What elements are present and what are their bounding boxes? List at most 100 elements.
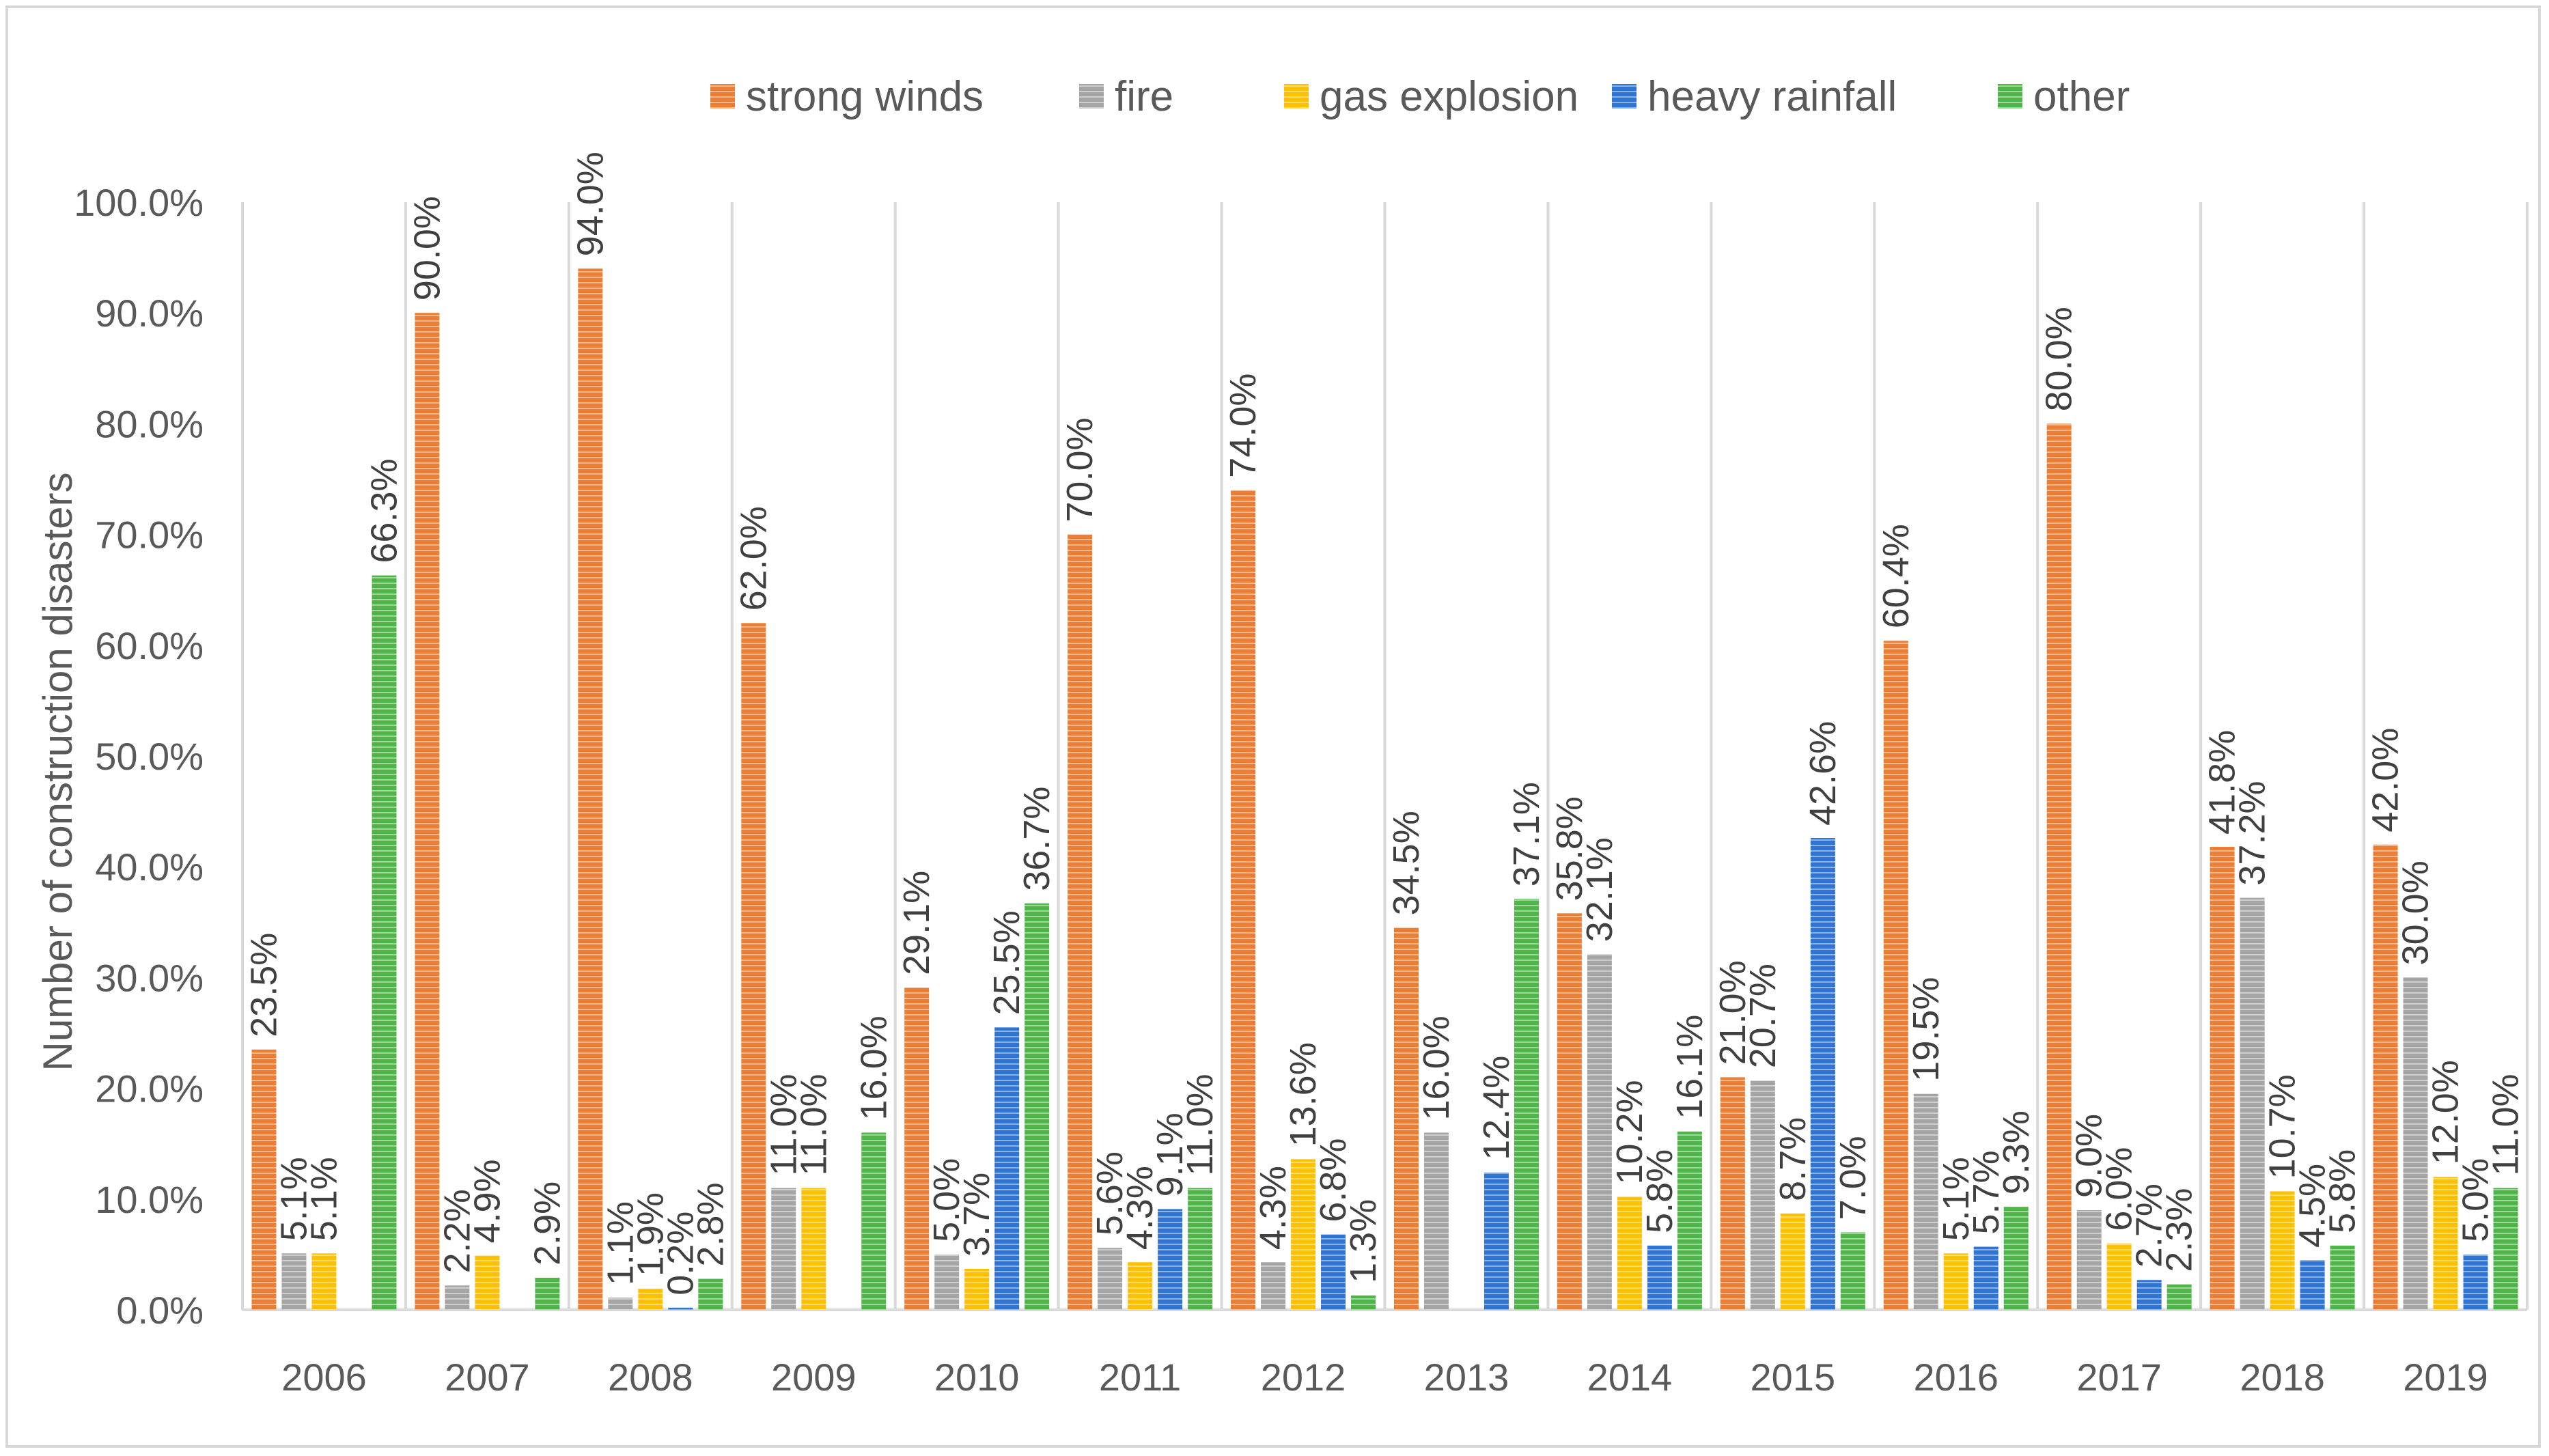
bar-2012-heavy-rainfall xyxy=(1321,1234,1346,1310)
bar-2006-strong-winds xyxy=(251,1049,277,1310)
bar-2019-fire xyxy=(2403,977,2428,1310)
bar-2019-heavy-rainfall xyxy=(2463,1254,2488,1310)
legend-label-fire: fire xyxy=(1115,73,1173,120)
bar-2007-strong-winds xyxy=(415,313,440,1311)
data-label-2018-gas-explosion: 10.7% xyxy=(2262,1074,2303,1179)
data-label-2015-gas-explosion: 8.7% xyxy=(1772,1117,1813,1201)
legend-label-other: other xyxy=(2033,73,2130,120)
data-label-2010-heavy-rainfall: 25.5% xyxy=(986,910,1027,1015)
bar-2014-gas-explosion xyxy=(1617,1196,1642,1310)
bar-2018-heavy-rainfall xyxy=(2300,1260,2325,1310)
y-tick-label: 100.0% xyxy=(74,181,204,224)
bar-2018-other xyxy=(2330,1245,2355,1310)
legend-swatch-fire xyxy=(1079,84,1104,109)
x-tick-label-2012: 2012 xyxy=(1261,1356,1346,1399)
legend-swatch-heavy-rainfall xyxy=(1612,84,1636,109)
data-label-2006-gas-explosion: 5.1% xyxy=(303,1157,344,1241)
data-label-2019-strong-winds: 42.0% xyxy=(2365,728,2406,832)
data-label-2008-heavy-rainfall: 0.2% xyxy=(660,1212,701,1296)
data-label-2008-strong-winds: 94.0% xyxy=(570,152,611,256)
data-label-2014-heavy-rainfall: 5.8% xyxy=(1639,1149,1680,1233)
data-label-2017-heavy-rainfall: 2.7% xyxy=(2129,1184,2170,1268)
y-tick-label: 60.0% xyxy=(95,624,204,667)
bar-2010-strong-winds xyxy=(904,987,930,1310)
bar-2012-strong-winds xyxy=(1231,490,1256,1310)
bar-2006-other xyxy=(372,575,397,1310)
data-label-2016-gas-explosion: 5.1% xyxy=(1936,1157,1977,1241)
bar-2014-heavy-rainfall xyxy=(1647,1245,1672,1310)
x-tick-label-2007: 2007 xyxy=(445,1356,530,1399)
bar-2016-heavy-rainfall xyxy=(1973,1246,1998,1310)
data-label-2010-gas-explosion: 3.7% xyxy=(956,1173,997,1257)
data-label-2016-strong-winds: 60.4% xyxy=(1876,524,1917,628)
data-label-2015-other: 7.0% xyxy=(1833,1136,1874,1220)
x-tick-label-2009: 2009 xyxy=(771,1356,856,1399)
bar-2018-fire xyxy=(2240,897,2265,1310)
bar-2008-gas-explosion xyxy=(638,1289,663,1310)
x-axis-ticks: 2006 2007 2008 2009 2010 2011 2012 2013 2014 2015… xyxy=(281,1356,2488,1399)
bar-2017-fire xyxy=(2076,1210,2102,1310)
bar-2012-other xyxy=(1351,1295,1376,1310)
bar-2015-gas-explosion xyxy=(1780,1213,1805,1310)
bar-2009-strong-winds xyxy=(741,623,766,1310)
bar-2011-strong-winds xyxy=(1068,534,1093,1310)
data-label-2017-gas-explosion: 6.0% xyxy=(2099,1147,2140,1231)
data-label-2013-heavy-rainfall: 12.4% xyxy=(1476,1056,1517,1160)
bar-2013-fire xyxy=(1423,1132,1449,1310)
y-tick-label: 20.0% xyxy=(95,1067,204,1110)
y-axis-ticks: 0.0% 10.0% 20.0% 30.0% 40.0% 50.0% 60.0% 70.0% 8… xyxy=(74,181,204,1332)
data-labels: 23.5%5.1%5.1%66.3%90.0%2.2%4.9% 2.9%94.0%… xyxy=(243,152,2526,1296)
y-axis-title: Number of construction disasters xyxy=(35,472,81,1071)
data-label-2007-fire: 2.2% xyxy=(436,1189,477,1273)
bar-2009-other xyxy=(861,1132,887,1310)
bar-2019-strong-winds xyxy=(2373,844,2398,1310)
x-tick-label-2016: 2016 xyxy=(1913,1356,1998,1399)
data-label-2011-heavy-rainfall: 9.1% xyxy=(1150,1112,1190,1196)
data-label-2011-strong-winds: 70.0% xyxy=(1059,417,1100,522)
legend-label-strong-winds: strong winds xyxy=(746,73,984,120)
data-label-2012-strong-winds: 74.0% xyxy=(1223,374,1264,478)
bar-2018-strong-winds xyxy=(2210,847,2235,1310)
x-tick-label-2017: 2017 xyxy=(2076,1356,2162,1399)
data-label-2013-strong-winds: 34.5% xyxy=(1386,811,1427,915)
bar-2017-heavy-rainfall xyxy=(2136,1280,2162,1310)
data-label-2012-gas-explosion: 13.6% xyxy=(1283,1042,1324,1147)
bar-2013-heavy-rainfall xyxy=(1484,1172,1509,1310)
data-label-2015-heavy-rainfall: 42.6% xyxy=(1802,721,1843,826)
x-tick-label-2010: 2010 xyxy=(934,1356,1020,1399)
bar-2010-gas-explosion xyxy=(964,1268,990,1310)
y-tick-label: 70.0% xyxy=(95,514,204,557)
data-label-2010-fire: 5.0% xyxy=(926,1158,967,1242)
data-label-2014-gas-explosion: 10.2% xyxy=(1609,1080,1650,1184)
data-label-2008-fire: 1.1% xyxy=(600,1201,641,1285)
data-label-2017-strong-winds: 80.0% xyxy=(2039,307,2080,411)
data-label-2019-other: 11.0% xyxy=(2485,1074,2526,1175)
bar-2010-fire xyxy=(934,1254,960,1310)
data-label-2009-gas-explosion: 11.0% xyxy=(793,1074,834,1175)
data-label-2016-other: 9.3% xyxy=(1996,1110,2037,1194)
bar-2008-strong-winds xyxy=(578,268,603,1310)
data-label-2016-heavy-rainfall: 5.7% xyxy=(1966,1150,2007,1234)
x-tick-label-2006: 2006 xyxy=(281,1356,367,1399)
data-label-2011-fire: 5.6% xyxy=(1089,1151,1130,1235)
x-tick-label-2011: 2011 xyxy=(1099,1356,1181,1399)
data-label-2011-other: 11.0% xyxy=(1180,1074,1221,1175)
data-label-2009-strong-winds: 62.0% xyxy=(733,506,774,611)
data-label-2013-other: 37.1% xyxy=(1506,782,1547,886)
data-label-2008-other: 2.8% xyxy=(690,1182,731,1266)
bar-2017-other xyxy=(2167,1284,2192,1310)
data-label-2015-fire: 20.7% xyxy=(1742,964,1783,1068)
data-label-2011-gas-explosion: 4.3% xyxy=(1119,1166,1160,1250)
bar-2014-other xyxy=(1677,1131,1702,1310)
bar-2006-fire xyxy=(281,1253,307,1310)
data-label-2012-other: 1.3% xyxy=(1343,1199,1384,1283)
bar-2008-fire xyxy=(608,1298,633,1310)
data-label-2007-strong-winds: 90.0% xyxy=(406,196,447,300)
bar-2016-other xyxy=(2003,1207,2029,1310)
bar-2006-gas-explosion xyxy=(311,1253,337,1310)
bar-2015-other xyxy=(1840,1232,1865,1310)
bar-2010-heavy-rainfall xyxy=(994,1027,1020,1310)
bar-2012-gas-explosion xyxy=(1291,1159,1316,1310)
bar-2017-strong-winds xyxy=(2046,423,2072,1310)
